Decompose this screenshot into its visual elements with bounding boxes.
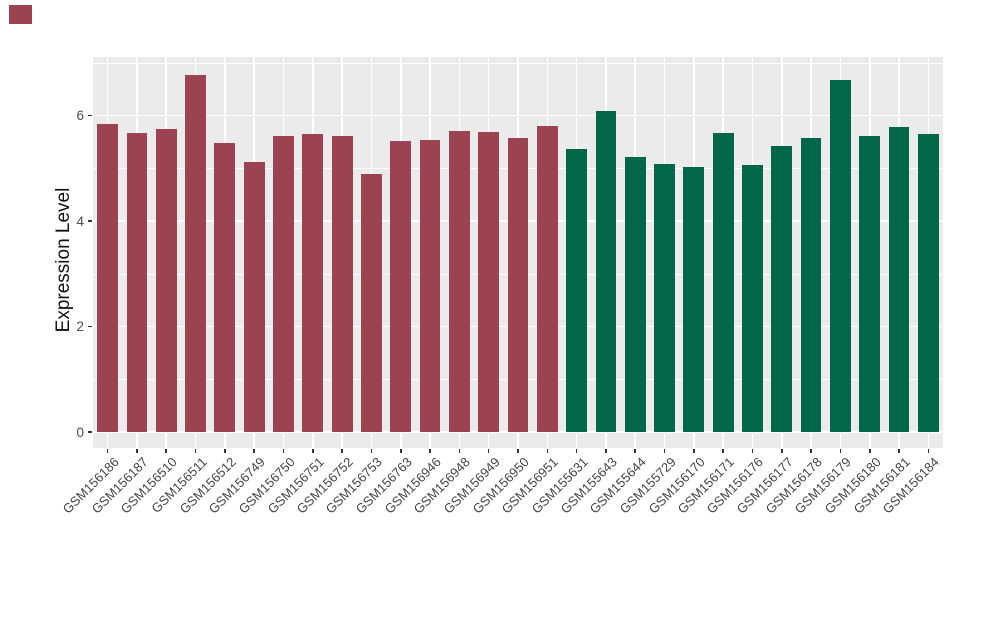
chart-bar bbox=[185, 74, 206, 432]
x-tick bbox=[663, 448, 666, 453]
x-tick bbox=[106, 448, 109, 453]
chart-bar bbox=[331, 135, 353, 432]
y-tick-label: 6 bbox=[76, 108, 84, 123]
chart-bar bbox=[888, 126, 910, 432]
chart-bar bbox=[448, 130, 470, 432]
x-tick bbox=[751, 448, 754, 453]
x-tick bbox=[429, 448, 431, 453]
x-tick bbox=[399, 448, 402, 453]
chart-bar bbox=[771, 146, 793, 432]
x-tick bbox=[487, 448, 490, 453]
x-tick bbox=[546, 448, 549, 453]
chart-bar bbox=[97, 124, 119, 432]
x-tick bbox=[194, 448, 197, 453]
chart-bar bbox=[155, 129, 177, 432]
x-tick bbox=[605, 448, 607, 453]
x-tick bbox=[722, 448, 724, 453]
chart-bar bbox=[830, 80, 851, 432]
chart-bar bbox=[302, 134, 324, 432]
y-tick-label: 2 bbox=[76, 319, 84, 334]
chart-bar bbox=[595, 110, 617, 432]
x-tick bbox=[165, 448, 168, 453]
chart-bar bbox=[126, 133, 148, 432]
x-tick bbox=[839, 448, 842, 453]
chart-bar bbox=[273, 136, 294, 432]
x-tick bbox=[898, 448, 900, 453]
chart-bar bbox=[712, 133, 734, 432]
chart-bar bbox=[742, 165, 763, 432]
chart-bar bbox=[419, 139, 441, 432]
chart-bar bbox=[800, 137, 822, 432]
chart-bar bbox=[243, 162, 265, 432]
chart-bar bbox=[624, 157, 646, 432]
x-tick bbox=[282, 448, 285, 453]
chart-bar bbox=[536, 126, 558, 432]
y-tick-label: 0 bbox=[76, 424, 84, 440]
x-tick bbox=[253, 448, 255, 453]
chart-bar bbox=[390, 141, 412, 432]
expression-bar-chart: Expression Level 0 2 4 6 GSM156186 GSM156187 G… bbox=[9, 5, 943, 517]
chart-bar bbox=[478, 131, 500, 432]
y-tick-label: 4 bbox=[76, 213, 84, 229]
chart-bar bbox=[859, 135, 881, 432]
chart-bar bbox=[566, 149, 587, 432]
x-tick bbox=[517, 448, 519, 453]
y-tick bbox=[87, 220, 92, 222]
corner-marker bbox=[9, 5, 32, 24]
chart-bar bbox=[654, 163, 675, 432]
x-tick bbox=[575, 448, 578, 453]
y-tick bbox=[87, 114, 92, 117]
plot-panel bbox=[93, 57, 943, 448]
y-tick bbox=[87, 325, 92, 328]
x-tick bbox=[780, 448, 783, 453]
x-tick bbox=[458, 448, 461, 453]
y-axis-title: Expression Level bbox=[53, 187, 74, 333]
chart-bar bbox=[361, 173, 382, 432]
x-tick bbox=[370, 448, 373, 453]
chart-bar bbox=[917, 134, 939, 432]
x-tick bbox=[136, 448, 138, 453]
x-tick bbox=[693, 448, 695, 453]
x-tick bbox=[868, 448, 871, 453]
chart-bar bbox=[214, 142, 236, 432]
x-tick bbox=[634, 448, 637, 453]
x-tick bbox=[341, 448, 343, 453]
x-tick bbox=[312, 448, 314, 453]
chart-bar bbox=[683, 167, 705, 432]
chart-bar bbox=[507, 138, 529, 432]
x-tick bbox=[224, 448, 226, 453]
y-tick bbox=[87, 431, 92, 433]
x-tick bbox=[927, 448, 930, 453]
x-tick bbox=[810, 448, 812, 453]
